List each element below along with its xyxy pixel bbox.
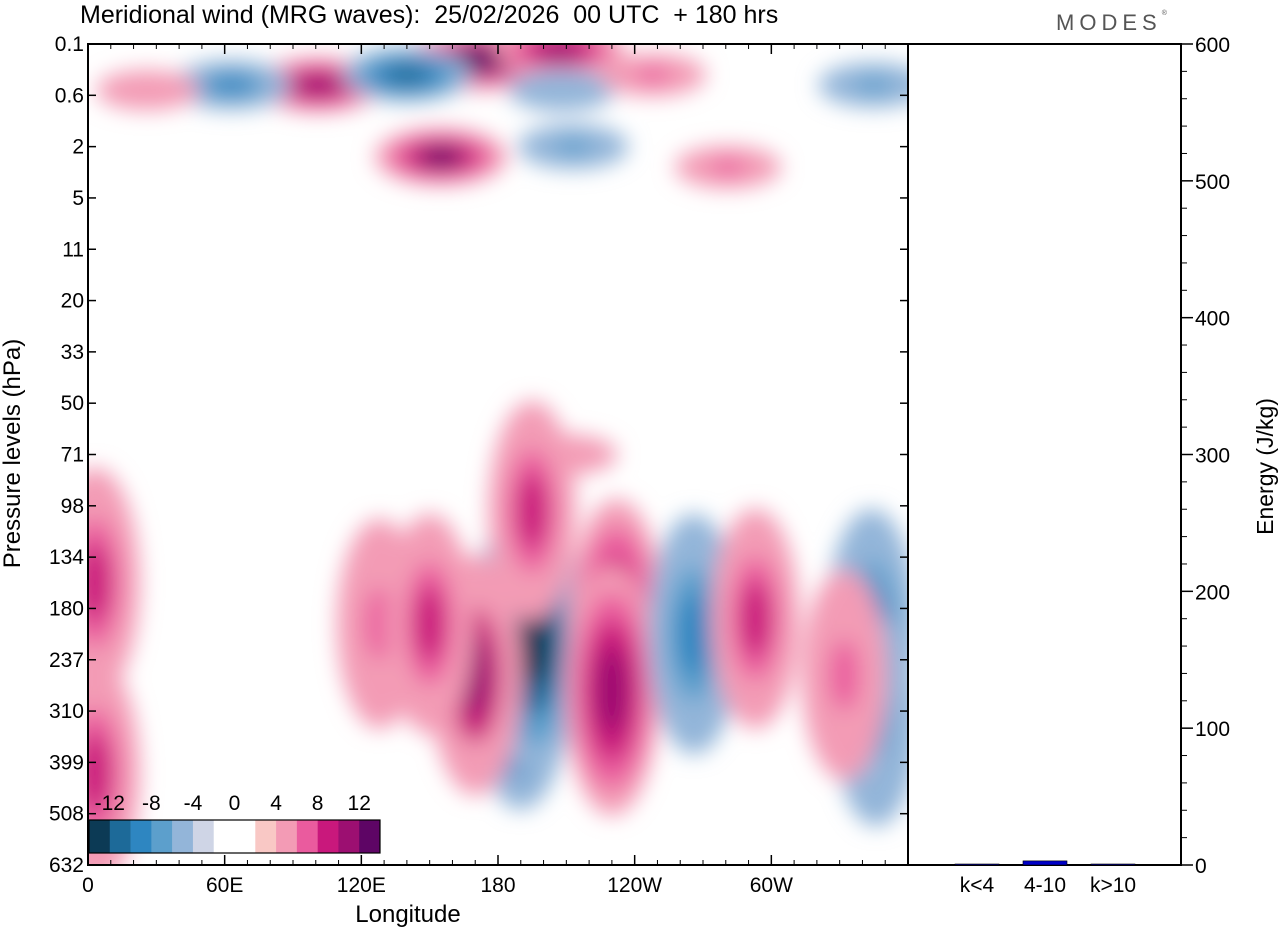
colorbar-label: -8 xyxy=(142,792,161,815)
energy-bar xyxy=(1090,863,1136,866)
heatmap-cell-12-3 xyxy=(88,543,111,622)
colorbar-cell xyxy=(213,820,235,853)
y-tick-label: 71 xyxy=(61,444,84,467)
energy-axis-label: Energy (J/kg) xyxy=(1252,398,1278,535)
heatmap-cell-8-3 xyxy=(829,639,859,711)
energy-category-label: k>10 xyxy=(1090,874,1136,897)
colorbar-label: 8 xyxy=(312,792,324,815)
heatmap-cell-13-3 xyxy=(88,733,111,812)
colorbar-cell xyxy=(109,820,131,853)
heatmap-cell-23-3 xyxy=(709,159,747,175)
x-tick-label: 180 xyxy=(480,874,515,897)
x-tick-label: 120E xyxy=(337,874,386,897)
colorbar-cell xyxy=(172,820,194,853)
registered-mark: ® xyxy=(1161,10,1167,17)
energy-bar xyxy=(954,863,1000,866)
x-tick-label: 60W xyxy=(750,874,793,897)
energy-category-label: k<4 xyxy=(960,874,995,897)
colorbar-cell xyxy=(276,820,298,853)
colorbar-cell xyxy=(234,820,256,853)
colorbar-cell xyxy=(255,820,277,853)
colorbar-label: 4 xyxy=(270,792,282,815)
y-tick-label: 508 xyxy=(49,803,84,826)
y-tick-label: 11 xyxy=(62,238,84,261)
x-tick-label: 120W xyxy=(607,874,662,897)
heatmap-cell-14-3 xyxy=(418,147,464,167)
y-tick-label: 134 xyxy=(49,546,84,569)
y-tick-label: 98 xyxy=(61,495,84,518)
colorbar-cell xyxy=(338,820,360,853)
y-tick-label: 180 xyxy=(49,597,84,620)
y-tick-label: 0.6 xyxy=(55,84,84,107)
colorbar-cell xyxy=(151,820,173,853)
energy-tick-label: 200 xyxy=(1195,581,1230,604)
energy-tick-label: 500 xyxy=(1195,171,1230,194)
colorbar-frame xyxy=(88,819,381,854)
heatmap-cell-9-3 xyxy=(740,581,771,657)
y-tick-label: 50 xyxy=(61,392,84,415)
colorbar-cell xyxy=(89,820,111,853)
y-tick-label: 237 xyxy=(49,649,84,672)
heatmap-cell-25-3 xyxy=(129,83,165,97)
y-tick-label: 399 xyxy=(49,751,84,774)
colorbar-cell xyxy=(317,820,339,853)
heatmap-cell-5-3 xyxy=(678,593,710,675)
colorbar-label: -4 xyxy=(184,792,203,815)
y-tick-label: 5 xyxy=(72,187,84,210)
heatmap-cell-24-3 xyxy=(854,77,893,93)
y-tick-label: 20 xyxy=(61,290,84,313)
heatmap-cell-20-3 xyxy=(554,139,593,155)
energy-tick-label: 0 xyxy=(1195,855,1207,878)
heatmap-cell-22-3 xyxy=(634,67,671,82)
x-tick-label: 0 xyxy=(82,874,94,897)
heatmap-cell-3-3 xyxy=(595,648,628,734)
heatmap-plot-area xyxy=(88,44,908,865)
energy-bar xyxy=(1022,860,1068,866)
heatmap-cell-15-3 xyxy=(455,48,504,70)
x-tick-label: 60E xyxy=(206,874,243,897)
heatmap-cell-11-3 xyxy=(414,586,445,662)
colorbar-label: 0 xyxy=(229,792,241,815)
heatmap-cell-18-3 xyxy=(385,65,429,85)
heatmap-axes: 0.1 0.6 2 5 11 20 33 50 71 98 134 180 237 310 399 508 63… xyxy=(0,33,909,928)
energy-bar-panel: 0 100 200 300 400 500 600 Energy (J/kg) k<4 4-10 k… xyxy=(907,34,1278,897)
colorbar-cell xyxy=(130,820,152,853)
logo-text: MODES xyxy=(1056,10,1162,35)
energy-tick-label: 100 xyxy=(1195,718,1230,741)
colorbar-label: -12 xyxy=(95,792,125,815)
heatmap-cell-19-3 xyxy=(211,76,252,94)
heatmap-cell-17-3 xyxy=(296,75,340,95)
y-tick-label: 2 xyxy=(72,136,84,159)
chart-title: Meridional wind (MRG waves): 25/02/2026 … xyxy=(80,1,779,29)
colorbar-cell xyxy=(359,820,381,853)
x-axis-label: Longitude xyxy=(355,901,460,928)
colorbar-cell xyxy=(296,820,318,853)
colorbar-cell xyxy=(192,820,215,853)
energy-tick-label: 400 xyxy=(1195,308,1230,331)
y-tick-label: 33 xyxy=(61,341,84,364)
modes-logo: MODES® xyxy=(1056,10,1167,36)
y-tick-label: 632 xyxy=(49,854,84,877)
heatmap-cell-16-3 xyxy=(537,44,582,59)
energy-panel-frame xyxy=(907,43,1182,866)
energy-tick-label: 600 xyxy=(1195,34,1230,57)
heatmap-field xyxy=(88,44,908,865)
y-tick-label: 0.1 xyxy=(55,33,84,56)
energy-tick-label: 300 xyxy=(1195,445,1230,468)
energy-category-label: 4-10 xyxy=(1024,874,1066,897)
colorbar: -12 -8 -4 0 4 8 12 xyxy=(88,792,381,854)
y-axis-label: Pressure levels (hPa) xyxy=(0,339,26,568)
heatmap-cell-21-3 xyxy=(543,82,580,98)
colorbar-label: 12 xyxy=(348,792,371,815)
y-tick-label: 310 xyxy=(49,700,84,723)
heatmap-cell-27-3 xyxy=(517,473,547,549)
